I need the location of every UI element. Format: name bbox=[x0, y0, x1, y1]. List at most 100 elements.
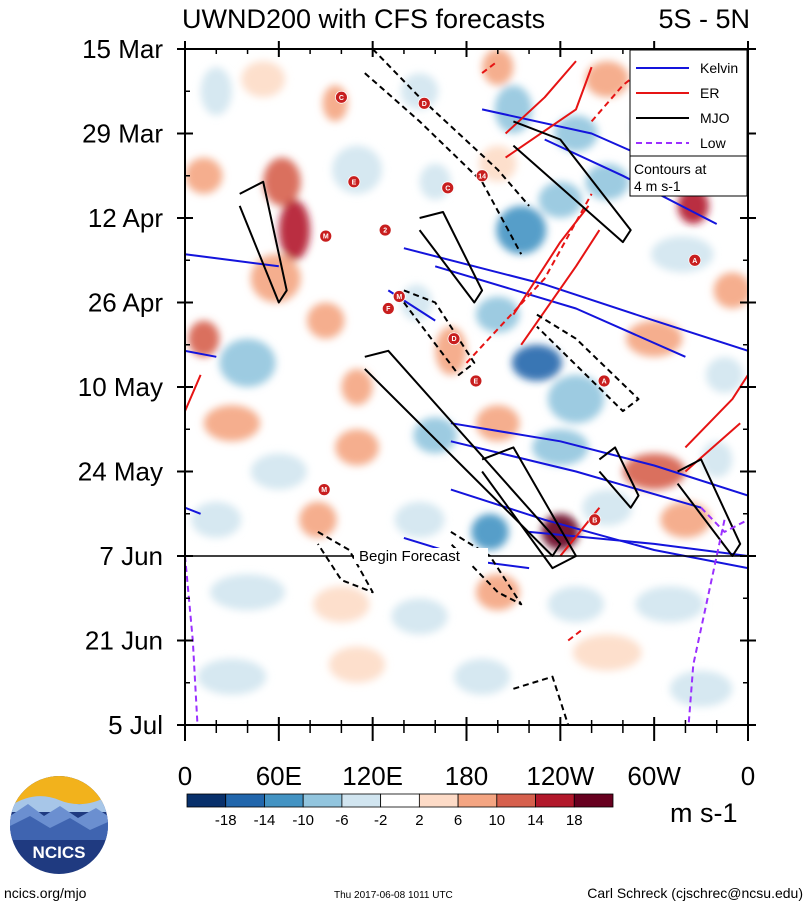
storm-label: E bbox=[474, 378, 479, 385]
colorbar-label-6: 6 bbox=[454, 812, 462, 829]
contour-kelvin-5 bbox=[403, 247, 748, 352]
anomaly-blob-48 bbox=[660, 501, 711, 538]
storm-label: D bbox=[451, 336, 456, 343]
colorbar: -18 -14 -10 -6 -2 2 6 10 14 18 bbox=[186, 793, 614, 829]
contour-mjo-30 bbox=[598, 446, 640, 509]
colorbar-label-0: -18 bbox=[215, 812, 237, 829]
anomaly-blob-42 bbox=[191, 501, 242, 538]
storm-icon bbox=[319, 229, 333, 243]
y-tick-label-5: 24 May bbox=[78, 457, 163, 487]
colorbar-label-1: -14 bbox=[254, 812, 276, 829]
contour-mjo-dash-37 bbox=[450, 531, 523, 606]
anomaly-blob-4 bbox=[482, 49, 514, 86]
anomaly-blob-35 bbox=[250, 453, 307, 490]
y-tick-label-1: 29 Mar bbox=[82, 119, 163, 149]
anomaly-blob-6 bbox=[554, 115, 598, 152]
contour-mjo-27 bbox=[512, 120, 632, 244]
storm-icon bbox=[347, 175, 361, 189]
colorbar-swatch-6 bbox=[418, 793, 459, 808]
colorbar-label-2: -10 bbox=[292, 812, 314, 829]
storm-icon bbox=[447, 332, 461, 346]
anomaly-blob-14 bbox=[332, 145, 383, 194]
colorbar-label-7: 10 bbox=[488, 812, 505, 829]
x-tick-label-2: 120E bbox=[342, 761, 403, 791]
x-tick-label-5: 60W bbox=[627, 761, 681, 791]
storm-marker-0: C bbox=[334, 90, 348, 104]
colorbar-swatch-2 bbox=[264, 793, 304, 808]
colorbar-swatch-7 bbox=[457, 793, 498, 808]
contour-low-40 bbox=[687, 519, 726, 725]
storm-icon bbox=[417, 96, 431, 110]
anomaly-blob-10 bbox=[185, 157, 223, 194]
anomaly-blob-46 bbox=[541, 513, 580, 550]
contour-mjo-dash-35 bbox=[536, 313, 640, 413]
colorbar-swatch-4 bbox=[341, 793, 382, 808]
anomaly-blob-12 bbox=[278, 199, 311, 261]
storm-icon bbox=[475, 169, 489, 183]
storm-label: 14 bbox=[478, 173, 486, 180]
storm-marker-1: D bbox=[417, 96, 431, 110]
legend: Kelvin ER MJO Low Contours at 4 m s-1 bbox=[629, 49, 748, 197]
colorbar-swatch-0 bbox=[186, 793, 227, 808]
contour-er-15 bbox=[505, 66, 593, 159]
colorbar-swatch-8 bbox=[496, 793, 536, 808]
contour-er-13 bbox=[185, 374, 202, 412]
legend-label-kelvin: Kelvin bbox=[700, 60, 738, 76]
y-tick-label-3: 26 Apr bbox=[88, 288, 164, 318]
storm-marker-3: C bbox=[441, 181, 455, 195]
anomaly-blob-1 bbox=[241, 61, 286, 98]
y-tick-label-4: 10 May bbox=[78, 372, 163, 402]
storm-label: M bbox=[396, 294, 402, 301]
anomaly-blob-44 bbox=[394, 501, 445, 538]
logo-text: NCICS bbox=[33, 843, 86, 862]
x-tick-label-6: 0 bbox=[741, 761, 755, 791]
contour-kelvin-10 bbox=[450, 488, 748, 570]
contour-kelvin-2 bbox=[185, 506, 201, 515]
anomaly-blob-21 bbox=[651, 236, 714, 273]
storm-marker-5: M bbox=[319, 229, 333, 243]
storm-marker-10: E bbox=[469, 374, 483, 388]
anomaly-blob-30 bbox=[511, 344, 562, 381]
y-tick-label-0: 15 Mar bbox=[82, 34, 163, 64]
anomaly-blob-37 bbox=[413, 417, 458, 454]
chart-title: UWND200 with CFS forecasts bbox=[182, 4, 545, 34]
anomaly-blob-11 bbox=[263, 157, 301, 206]
contour-mjo-dash-34 bbox=[403, 289, 476, 376]
contour-mjo-26 bbox=[418, 211, 484, 304]
footer-url: ncics.org/mjo bbox=[4, 885, 87, 901]
anomaly-blob-2 bbox=[322, 85, 348, 122]
contour-mjo-dash-32 bbox=[371, 49, 530, 207]
footer-author: Carl Schreck (cjschrec@ncsu.edu) bbox=[587, 885, 803, 901]
anomaly-blob-7 bbox=[585, 61, 630, 98]
contour-mjo-dash-36 bbox=[317, 531, 374, 594]
anomaly-blob-27 bbox=[400, 284, 433, 321]
y-tick-label-2: 12 Apr bbox=[88, 203, 164, 233]
anomaly-blob-0 bbox=[200, 67, 232, 116]
storm-icon bbox=[588, 513, 602, 527]
contour-kelvin-1 bbox=[185, 349, 217, 358]
storm-label: C bbox=[445, 185, 450, 192]
legend-label-low: Low bbox=[700, 135, 727, 151]
anomaly-blob-32 bbox=[626, 320, 683, 357]
colorbar-units: m s-1 bbox=[670, 798, 738, 828]
storm-marker-14: B bbox=[588, 513, 602, 527]
anomaly-blob-57 bbox=[453, 658, 511, 695]
storm-icon bbox=[392, 290, 406, 303]
contour-er-14 bbox=[504, 60, 577, 135]
anomaly-blob-53 bbox=[547, 586, 605, 623]
anomaly-blob-23 bbox=[188, 320, 220, 357]
storm-marker-13: M bbox=[317, 483, 331, 497]
anomaly-blob-50 bbox=[313, 586, 370, 623]
storm-label: M bbox=[323, 234, 329, 241]
contour-kelvin-9 bbox=[450, 440, 702, 509]
storm-icon bbox=[378, 223, 392, 237]
colorbar-label-8: 14 bbox=[527, 812, 544, 829]
anomaly-blob-17 bbox=[496, 205, 547, 255]
anomaly-blob-31 bbox=[547, 374, 605, 424]
x-tick-label-3: 180 bbox=[445, 761, 488, 791]
anomaly-blob-36 bbox=[335, 429, 379, 466]
y-tick-label-6: 7 Jun bbox=[99, 541, 163, 571]
anomaly-blob-38 bbox=[475, 405, 520, 442]
